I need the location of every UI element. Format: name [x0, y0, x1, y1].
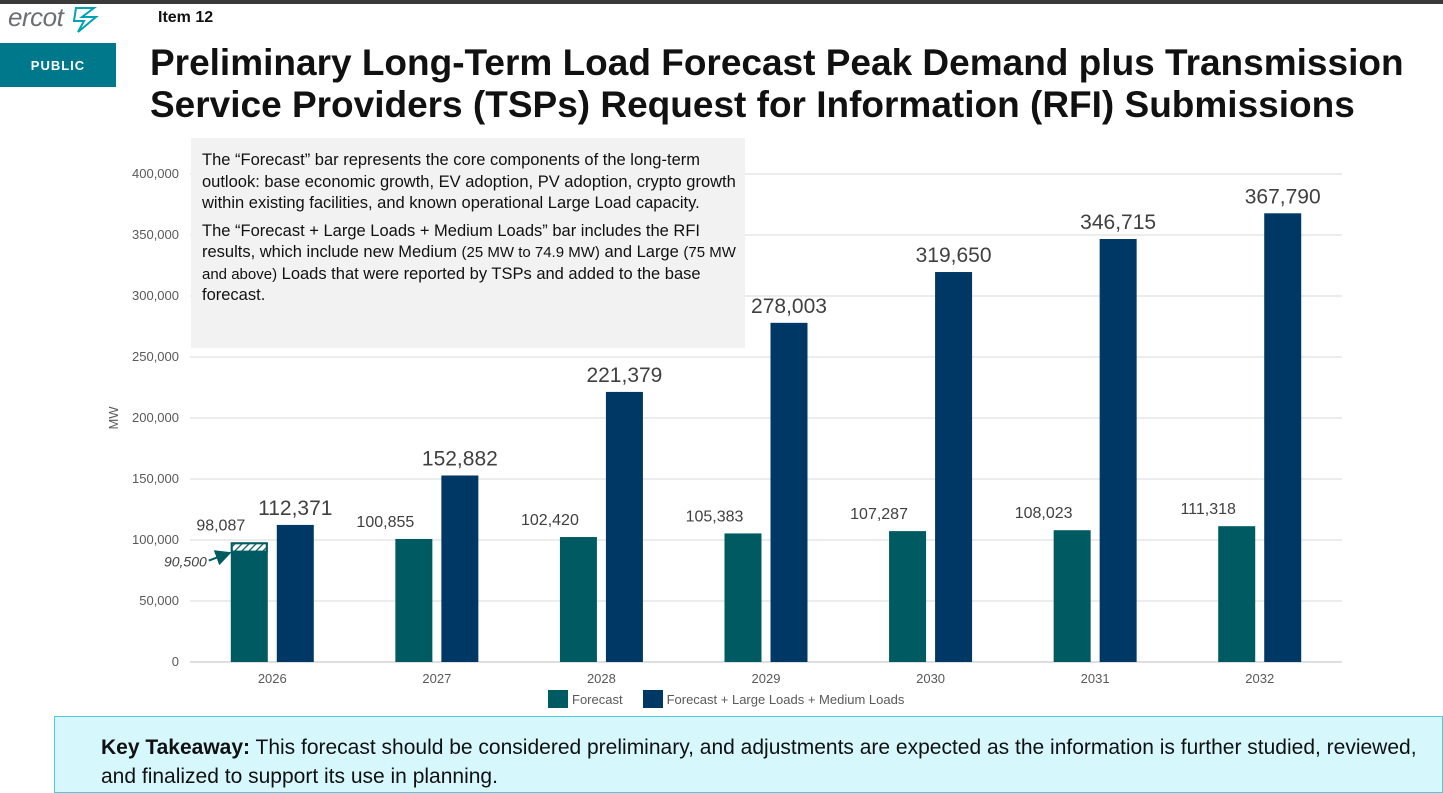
top-border: [0, 0, 1443, 4]
forecast-plus-loads-value-label-2027: 152,882: [422, 447, 498, 470]
forecast-plus-loads-bar-2029: [770, 322, 808, 662]
key-takeaway-box: Key Takeaway: This forecast should be co…: [54, 716, 1443, 793]
forecast-plus-loads-bar-2027: [441, 475, 479, 662]
forecast-bar-2029: [724, 533, 762, 662]
legend-swatch-forecast: [548, 690, 568, 708]
forecast-bar-2027: [395, 538, 433, 662]
forecast-value-label-2032: 111,318: [1180, 501, 1236, 518]
y-tick-label: 350,000: [132, 227, 179, 242]
y-tick-label: 300,000: [132, 288, 179, 303]
y-tick-label: 50,000: [139, 593, 179, 608]
forecast-plus-loads-bar-2032: [1264, 213, 1302, 662]
y-tick-label: 200,000: [132, 410, 179, 425]
y-tick-label: 400,000: [132, 166, 179, 181]
forecast-plus-loads-value-label-2028: 221,379: [586, 364, 662, 387]
item-label: Item 12: [158, 9, 214, 26]
ercot-logo: ercot: [8, 2, 64, 32]
forecast-value-label-2031: 108,023: [1015, 505, 1073, 522]
forecast-plus-loads-value-label-2031: 346,715: [1080, 211, 1156, 234]
forecast-plus-loads-value-label-2030: 319,650: [916, 244, 992, 267]
forecast-bar-2031: [1053, 530, 1091, 662]
forecast-plus-loads-bar-2031: [1099, 239, 1137, 663]
forecast-plus-loads-value-label-2029: 278,003: [751, 295, 827, 318]
explanation-note: The “Forecast” bar represents the core c…: [191, 138, 745, 348]
logo-bolt-icon: [72, 7, 99, 33]
forecast-plus-loads-bar-2030: [935, 272, 973, 662]
page-title: Preliminary Long-Term Load Forecast Peak…: [150, 42, 1404, 125]
chart-legend: Forecast Forecast + Large Loads + Medium…: [548, 690, 924, 708]
forecast-value-label-2026: 98,087: [196, 517, 245, 534]
annotation-label: 90,500: [164, 554, 207, 570]
forecast-value-label-2030: 107,287: [850, 506, 908, 523]
x-tick-label-2027: 2027: [422, 671, 451, 686]
y-axis-label: MW: [106, 406, 121, 430]
forecast-plus-loads-value-label-2026: 112,371: [258, 497, 332, 520]
forecast-value-label-2027: 100,855: [356, 514, 414, 531]
forecast-value-label-2028: 102,420: [521, 512, 579, 529]
forecast-bar-2028: [559, 537, 597, 662]
public-badge: PUBLIC: [0, 43, 116, 87]
legend-swatch-forecast-plus-loads: [642, 690, 663, 708]
y-tick-label: 250,000: [132, 349, 179, 364]
forecast-plus-loads-bar-2028: [605, 391, 643, 662]
note-paragraph-2: The “Forecast + Large Loads + Medium Loa…: [202, 221, 736, 305]
x-tick-label-2032: 2032: [1245, 671, 1274, 686]
note-paragraph-1: The “Forecast” bar represents the core c…: [202, 151, 736, 212]
forecast-plus-loads-value-label-2032: 367,790: [1245, 185, 1321, 208]
forecast-value-label-2029: 105,383: [686, 508, 744, 525]
x-tick-label-2030: 2030: [916, 671, 945, 686]
forecast-bar-2032: [1218, 526, 1256, 662]
legend-item-forecast: Forecast: [548, 690, 623, 708]
hatched-segment-2026: [230, 542, 268, 553]
legend-item-forecast-plus-loads: Forecast + Large Loads + Medium Loads: [642, 690, 904, 708]
forecast-bar-2026: [230, 542, 268, 662]
forecast-bar-2030: [889, 531, 927, 662]
x-tick-label-2029: 2029: [752, 671, 781, 686]
takeaway-label: Key Takeaway:: [101, 736, 251, 759]
x-tick-label-2031: 2031: [1081, 671, 1110, 686]
forecast-plus-loads-bar-2026: [276, 524, 314, 662]
takeaway-text: This forecast should be considered preli…: [101, 736, 1417, 788]
x-tick-label-2026: 2026: [258, 671, 287, 686]
annotation-arrow: [208, 550, 232, 566]
y-tick-label: 150,000: [132, 471, 179, 486]
y-tick-label: 0: [172, 654, 179, 669]
y-tick-label: 100,000: [132, 532, 179, 547]
x-tick-label-2028: 2028: [587, 671, 616, 686]
